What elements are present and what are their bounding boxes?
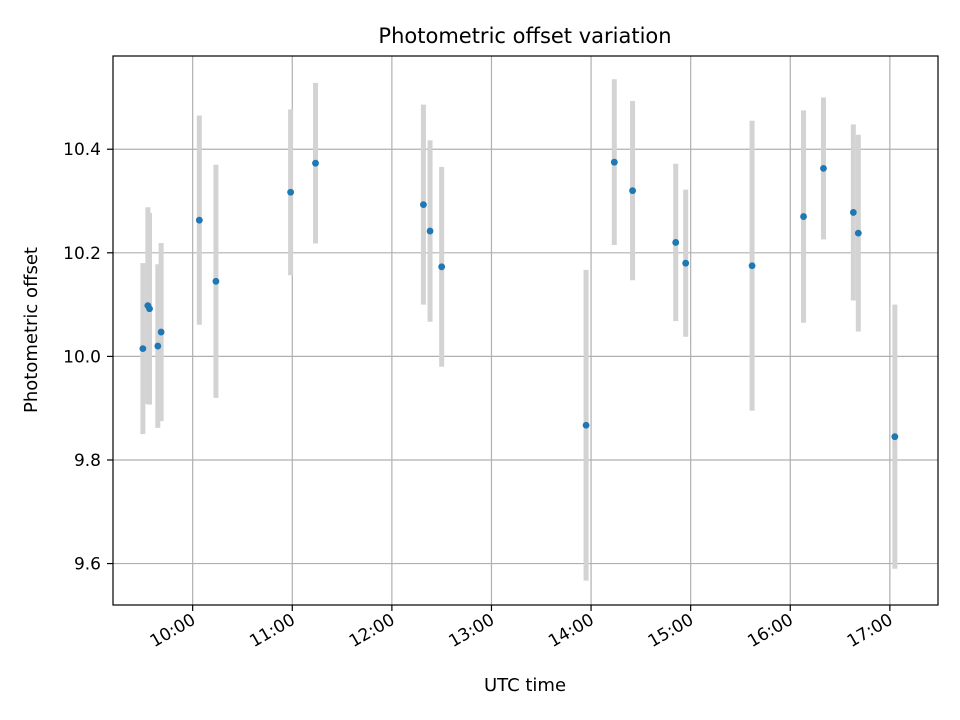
plot-frame	[112, 55, 939, 606]
y-tick-label: 10.4	[63, 140, 101, 160]
data-point	[438, 263, 446, 271]
data-point	[672, 239, 680, 246]
data-point	[820, 164, 827, 172]
marker-layer	[139, 158, 899, 441]
y-tick-label: 10.2	[63, 244, 101, 264]
data-point	[610, 158, 618, 166]
data-point	[312, 159, 319, 167]
data-point	[854, 229, 862, 237]
x-axis-label: UTC time	[484, 675, 566, 696]
y-axis-label: Photometric offset	[21, 247, 42, 413]
data-point	[682, 259, 690, 267]
y-tick-label: 9.8	[74, 451, 101, 471]
grid-layer	[113, 56, 938, 605]
data-point	[748, 262, 756, 270]
chart-title: Photometric offset variation	[378, 24, 671, 48]
data-point	[212, 277, 220, 285]
data-point	[287, 188, 295, 196]
data-point	[420, 201, 427, 209]
data-point	[800, 213, 807, 220]
data-point	[195, 216, 203, 224]
data-point	[157, 328, 165, 336]
y-tick-label: 10.0	[63, 347, 101, 367]
data-point	[139, 345, 147, 353]
tick-layer	[107, 148, 891, 611]
data-point	[629, 187, 636, 195]
y-tick-label: 9.6	[74, 555, 101, 575]
data-point	[426, 227, 434, 235]
data-point	[582, 421, 590, 429]
data-point	[146, 305, 153, 313]
data-point	[154, 342, 162, 350]
data-point	[891, 433, 899, 441]
data-point	[849, 209, 857, 216]
